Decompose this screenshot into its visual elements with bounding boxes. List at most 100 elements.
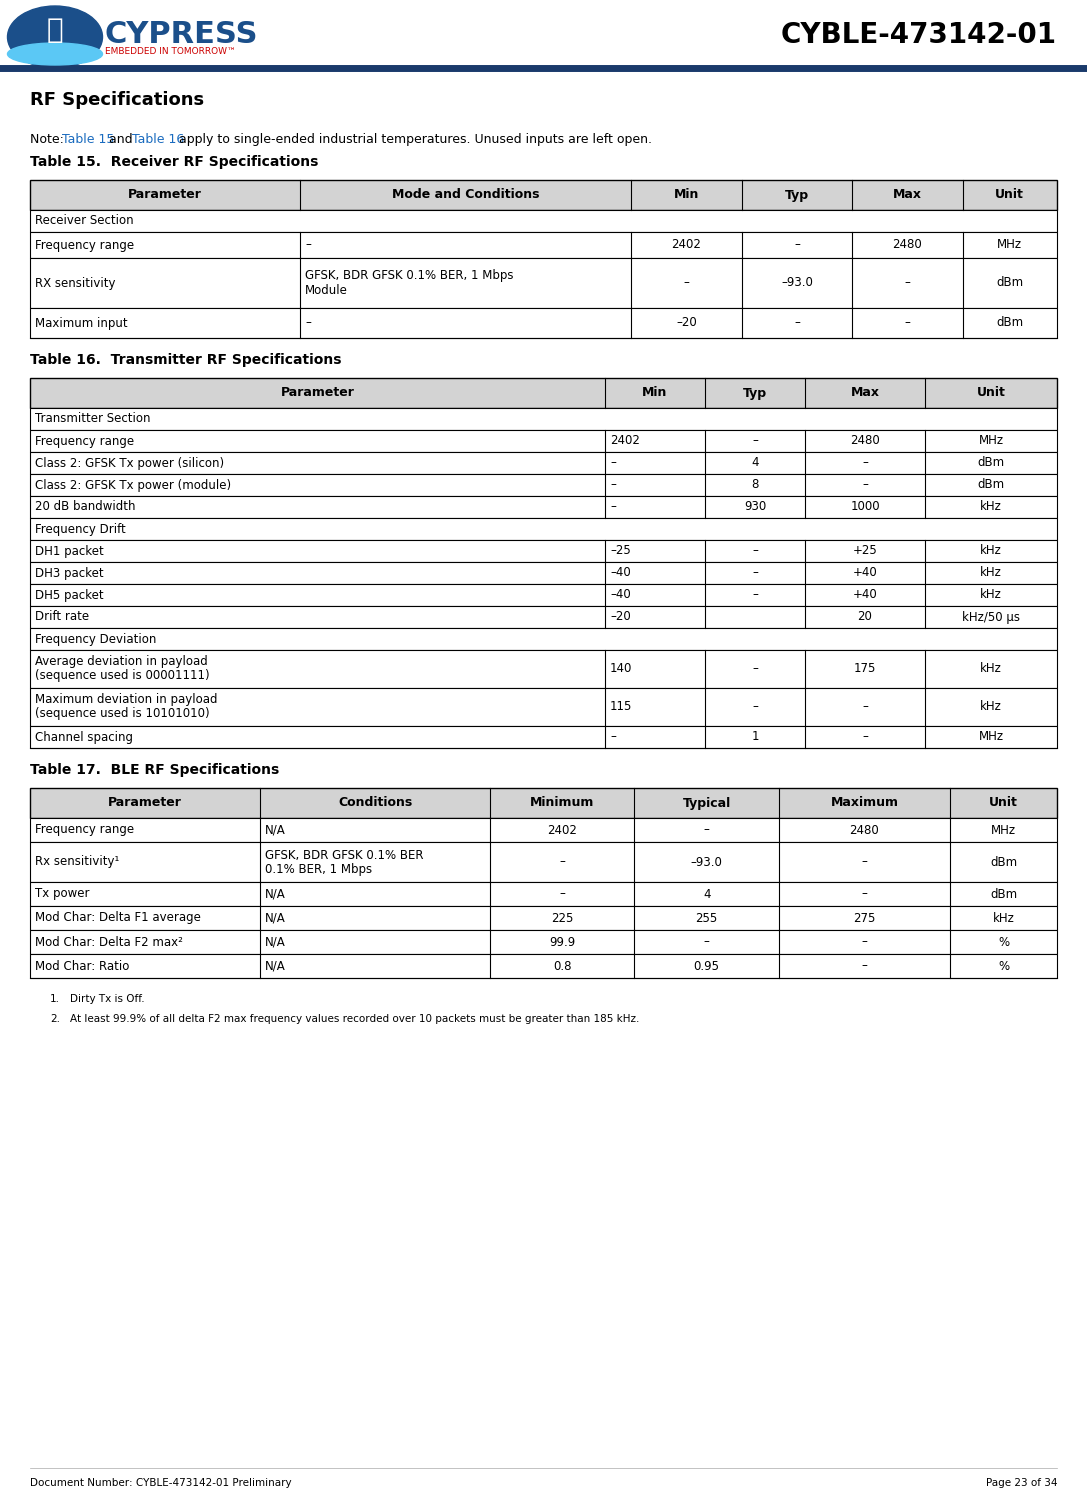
Text: 0.95: 0.95 bbox=[694, 959, 720, 973]
Text: dBm: dBm bbox=[990, 887, 1017, 901]
Text: N/A: N/A bbox=[265, 959, 286, 973]
Text: –: – bbox=[305, 317, 311, 330]
Text: DH3 packet: DH3 packet bbox=[35, 566, 103, 580]
Text: –: – bbox=[862, 959, 867, 973]
Text: –: – bbox=[862, 935, 867, 949]
Text: –: – bbox=[703, 935, 710, 949]
Text: dBm: dBm bbox=[996, 276, 1023, 290]
Text: Frequency Deviation: Frequency Deviation bbox=[35, 632, 157, 645]
Text: Unit: Unit bbox=[989, 796, 1017, 810]
Text: 8: 8 bbox=[751, 478, 759, 492]
Text: RX sensitivity: RX sensitivity bbox=[35, 276, 115, 290]
Text: MHz: MHz bbox=[978, 435, 1003, 448]
Ellipse shape bbox=[8, 6, 102, 69]
Text: kHz: kHz bbox=[992, 911, 1014, 925]
Text: –: – bbox=[560, 856, 565, 868]
Text: 🌿: 🌿 bbox=[47, 16, 63, 43]
Text: kHz: kHz bbox=[980, 500, 1002, 514]
Text: Note:: Note: bbox=[30, 133, 67, 146]
Text: –40: –40 bbox=[610, 566, 630, 580]
Text: –93.0: –93.0 bbox=[780, 276, 813, 290]
Text: %: % bbox=[998, 935, 1009, 949]
Text: –20: –20 bbox=[676, 317, 697, 330]
Text: Tx power: Tx power bbox=[35, 887, 89, 901]
Text: 2402: 2402 bbox=[610, 435, 640, 448]
Bar bbox=[30, 232, 1057, 258]
Bar bbox=[30, 408, 1057, 430]
Text: –25: –25 bbox=[610, 544, 630, 557]
Text: –: – bbox=[752, 662, 758, 675]
Text: Dirty Tx is Off.: Dirty Tx is Off. bbox=[70, 994, 145, 1004]
Text: Typ: Typ bbox=[785, 188, 809, 202]
Text: Maximum input: Maximum input bbox=[35, 317, 127, 330]
Bar bbox=[30, 650, 1057, 689]
Bar bbox=[30, 562, 1057, 584]
Text: Maximum deviation in payload: Maximum deviation in payload bbox=[35, 693, 217, 707]
Text: Mod Char: Ratio: Mod Char: Ratio bbox=[35, 959, 129, 973]
Text: 20: 20 bbox=[858, 611, 873, 623]
Text: 20 dB bandwidth: 20 dB bandwidth bbox=[35, 500, 136, 514]
Text: (sequence used is 10101010): (sequence used is 10101010) bbox=[35, 708, 210, 720]
Bar bbox=[30, 211, 1057, 232]
Text: Max: Max bbox=[892, 188, 922, 202]
Bar bbox=[30, 881, 1057, 905]
Text: Class 2: GFSK Tx power (module): Class 2: GFSK Tx power (module) bbox=[35, 478, 232, 492]
Text: kHz: kHz bbox=[980, 662, 1002, 675]
Text: 1000: 1000 bbox=[850, 500, 879, 514]
Text: –: – bbox=[862, 701, 867, 714]
Text: dBm: dBm bbox=[996, 317, 1023, 330]
Text: –: – bbox=[752, 701, 758, 714]
Bar bbox=[30, 905, 1057, 929]
Text: EMBEDDED IN TOMORROW™: EMBEDDED IN TOMORROW™ bbox=[105, 46, 236, 55]
Text: 930: 930 bbox=[744, 500, 766, 514]
Bar bbox=[30, 308, 1057, 338]
Text: Unit: Unit bbox=[996, 188, 1024, 202]
Text: DH1 packet: DH1 packet bbox=[35, 544, 103, 557]
Text: N/A: N/A bbox=[265, 911, 286, 925]
Text: –: – bbox=[752, 566, 758, 580]
Text: –: – bbox=[752, 589, 758, 602]
Text: –: – bbox=[752, 544, 758, 557]
Text: Table 17.  BLE RF Specifications: Table 17. BLE RF Specifications bbox=[30, 763, 279, 777]
Text: Page 23 of 34: Page 23 of 34 bbox=[986, 1478, 1057, 1488]
Bar bbox=[30, 689, 1057, 726]
Text: Mod Char: Delta F2 max²: Mod Char: Delta F2 max² bbox=[35, 935, 183, 949]
Text: Table 16.  Transmitter RF Specifications: Table 16. Transmitter RF Specifications bbox=[30, 353, 341, 368]
Text: Frequency range: Frequency range bbox=[35, 239, 134, 251]
Text: 115: 115 bbox=[610, 701, 633, 714]
Bar bbox=[30, 378, 1057, 408]
Text: 2.: 2. bbox=[50, 1014, 60, 1023]
Text: Max: Max bbox=[850, 387, 879, 399]
Text: 1.: 1. bbox=[50, 994, 60, 1004]
Text: –40: –40 bbox=[610, 589, 630, 602]
Text: 0.1% BER, 1 Mbps: 0.1% BER, 1 Mbps bbox=[265, 862, 372, 875]
Text: –93.0: –93.0 bbox=[690, 856, 723, 868]
Text: –: – bbox=[610, 457, 616, 469]
Text: 99.9: 99.9 bbox=[549, 935, 575, 949]
Text: CYPRESS: CYPRESS bbox=[105, 19, 259, 49]
Text: –: – bbox=[862, 478, 867, 492]
Text: –: – bbox=[862, 887, 867, 901]
Text: 2480: 2480 bbox=[850, 823, 879, 837]
Text: Table 16: Table 16 bbox=[132, 133, 185, 146]
Text: kHz: kHz bbox=[980, 544, 1002, 557]
Text: –: – bbox=[560, 887, 565, 901]
Text: Conditions: Conditions bbox=[338, 796, 412, 810]
Text: 2402: 2402 bbox=[672, 239, 701, 251]
Bar bbox=[30, 518, 1057, 539]
Text: Parameter: Parameter bbox=[108, 796, 182, 810]
Bar bbox=[30, 453, 1057, 474]
Text: Frequency range: Frequency range bbox=[35, 435, 134, 448]
Bar bbox=[30, 819, 1057, 843]
Text: MHz: MHz bbox=[978, 731, 1003, 744]
Text: 140: 140 bbox=[610, 662, 633, 675]
Text: Maximum: Maximum bbox=[830, 796, 899, 810]
Text: Receiver Section: Receiver Section bbox=[35, 215, 134, 227]
Text: –: – bbox=[862, 457, 867, 469]
Text: dBm: dBm bbox=[977, 478, 1004, 492]
Text: –: – bbox=[684, 276, 689, 290]
Text: At least 99.9% of all delta F2 max frequency values recorded over 10 packets mus: At least 99.9% of all delta F2 max frequ… bbox=[70, 1014, 639, 1023]
Text: 275: 275 bbox=[853, 911, 876, 925]
Text: –: – bbox=[794, 239, 800, 251]
Text: Module: Module bbox=[305, 284, 348, 296]
